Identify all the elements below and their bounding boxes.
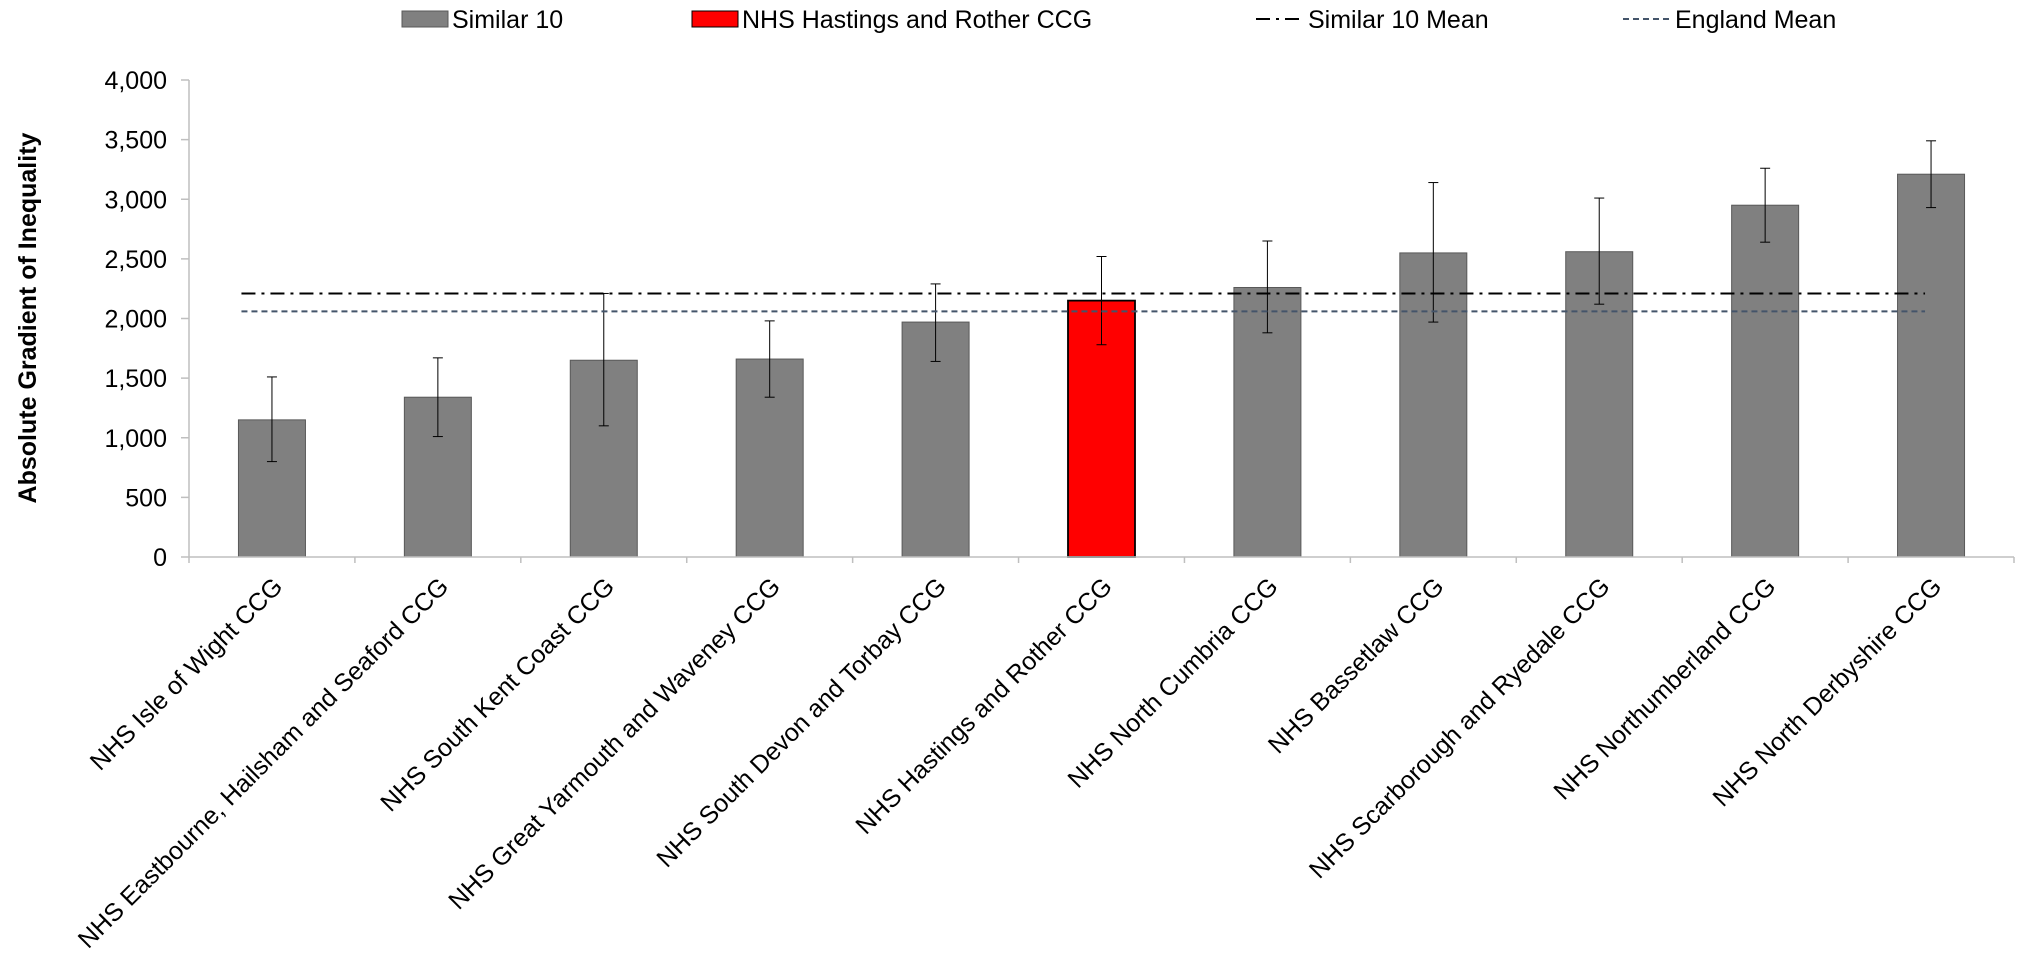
legend-label: Similar 10 Mean bbox=[1308, 6, 1489, 34]
y-tick-label: 1,000 bbox=[104, 425, 167, 453]
x-tick-label: NHS Bassetlaw CCG bbox=[1263, 572, 1450, 759]
x-tick-label: NHS Scarborough and Ryedale CCG bbox=[1304, 572, 1616, 884]
x-tick-label: NHS Great Yarmouth and Waveney CCG bbox=[443, 572, 786, 915]
legend-swatch bbox=[691, 10, 739, 28]
y-tick-label: 2,000 bbox=[104, 306, 167, 334]
bar bbox=[1897, 173, 1966, 558]
y-axis-title: Absolute Gradient of Inequality bbox=[14, 132, 42, 503]
y-tick-label: 1,500 bbox=[104, 365, 167, 393]
x-tick-label: NHS Hastings and Rother CCG bbox=[850, 572, 1117, 839]
x-tick-label: NHS Isle of Wight CCG bbox=[85, 572, 288, 775]
legend-label: NHS Hastings and Rother CCG bbox=[742, 6, 1092, 34]
y-tick-label: 500 bbox=[125, 484, 167, 512]
bar bbox=[1731, 204, 1800, 558]
y-tick-label: 4,000 bbox=[104, 67, 167, 95]
x-tick-label: NHS Eastbourne, Hailsham and Seaford CCG bbox=[73, 572, 454, 953]
legend-swatch bbox=[401, 10, 449, 28]
y-tick-label: 2,500 bbox=[104, 246, 167, 274]
x-tick-label: NHS South Devon and Torbay CCG bbox=[651, 572, 951, 872]
y-tick-label: 0 bbox=[153, 544, 167, 572]
legend-label: England Mean bbox=[1675, 6, 1836, 34]
y-tick-label: 3,000 bbox=[104, 186, 167, 214]
legend-label: Similar 10 bbox=[452, 6, 563, 34]
y-tick-label: 3,500 bbox=[104, 127, 167, 155]
